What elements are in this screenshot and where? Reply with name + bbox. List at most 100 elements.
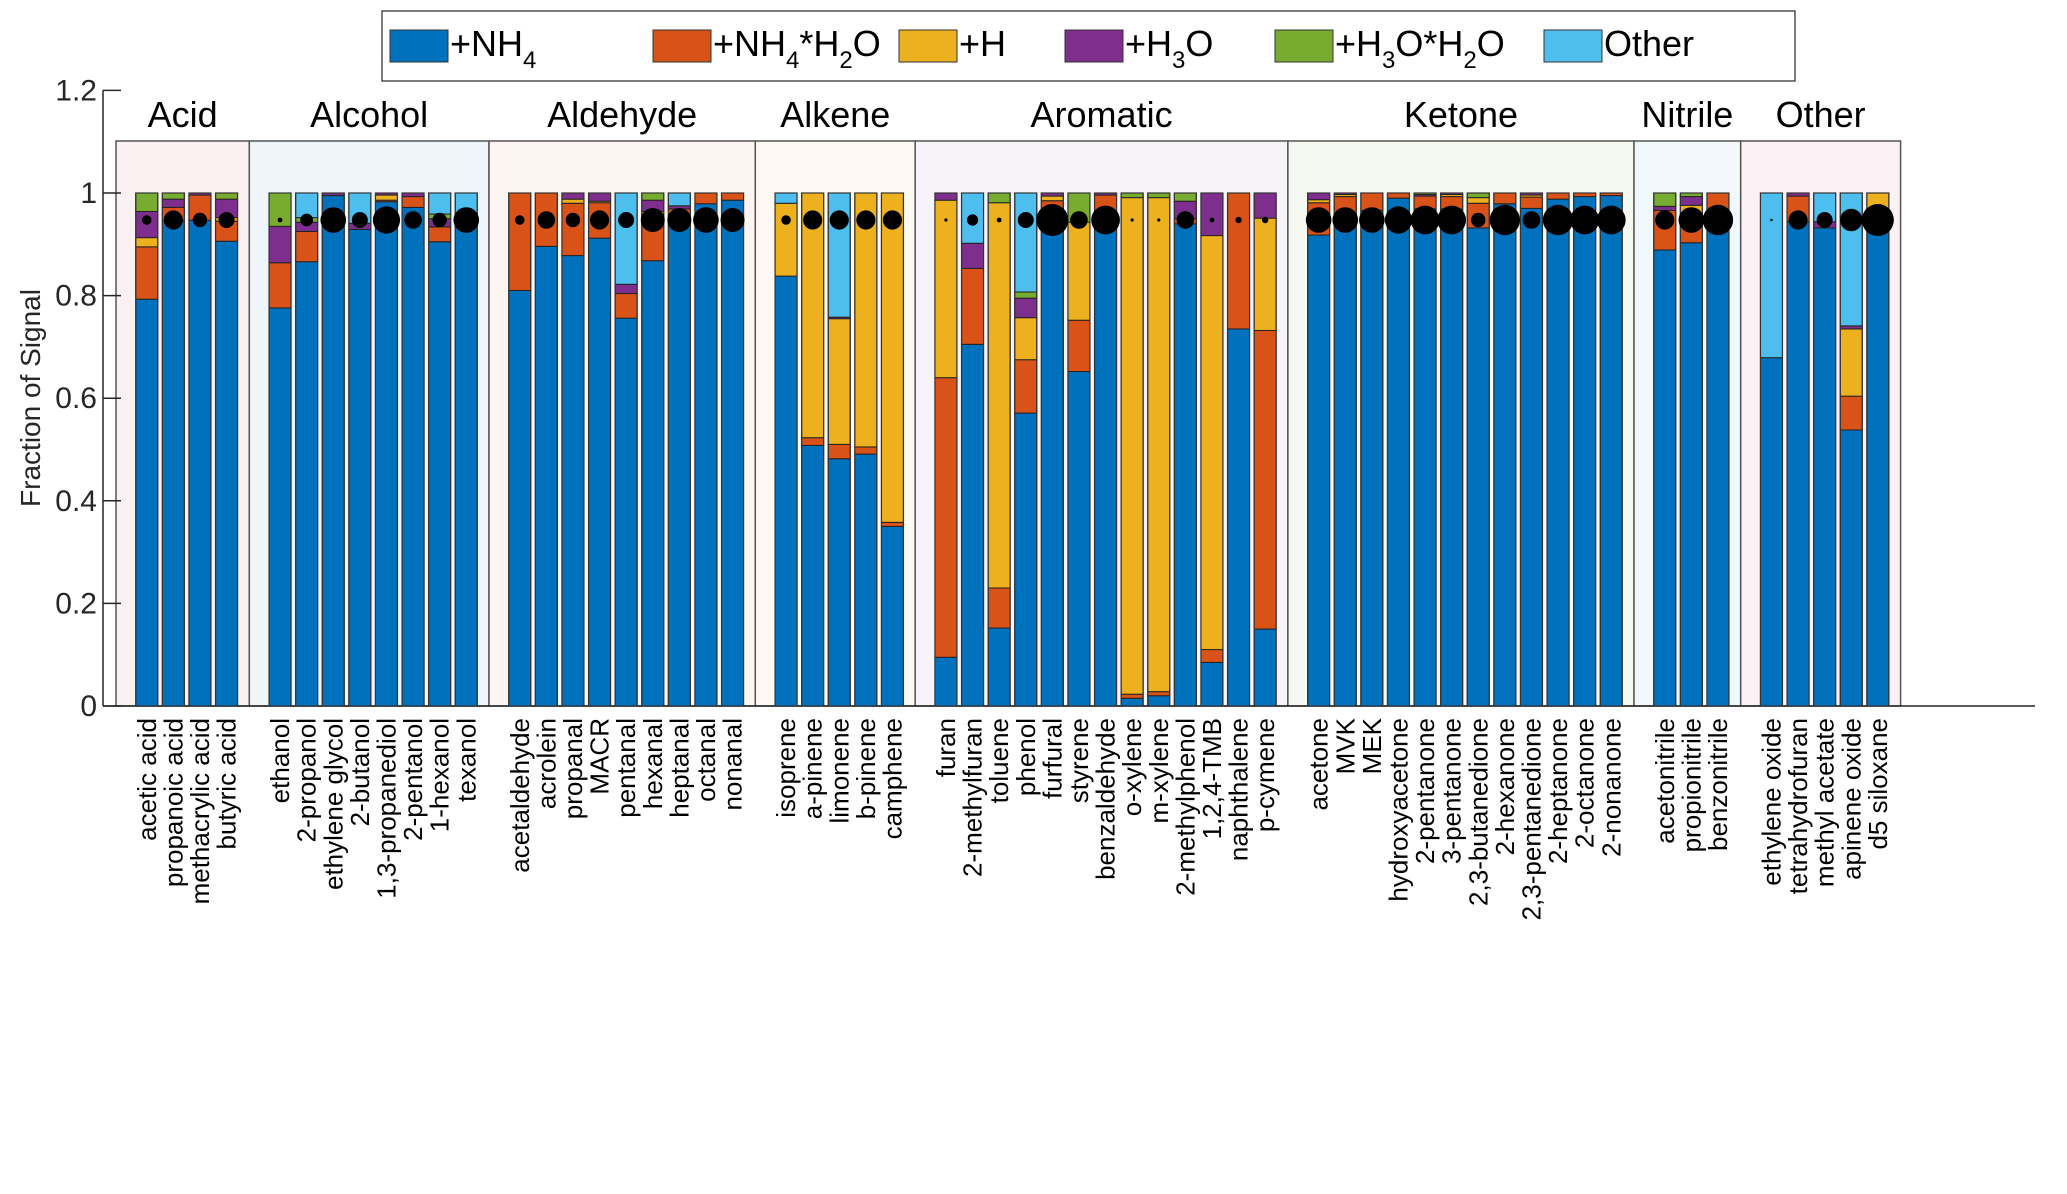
bar-outline [987,192,1011,707]
group-title: Acid [148,94,218,135]
x-tick-label: 1-hexanol [425,718,455,832]
signal-dot [565,212,581,228]
bar-outline [401,192,425,707]
signal-dot [1091,205,1120,235]
bar-segment-+NH4 [934,656,958,707]
bar-segment-+NH4*H2O [135,246,159,300]
legend-label: +H3O [1125,23,1213,74]
bar-segment-+NH4*H2O [1519,196,1543,209]
bar [321,192,345,707]
x-tick-label: furan [931,718,961,777]
bar-segment-+H3O [161,198,185,208]
bar-outline [1440,192,1464,707]
x-tick-label: hexanal [638,718,668,809]
bar [428,192,452,707]
signal-dot [1157,218,1161,222]
bar-outline [587,192,612,707]
bar-outline [1067,192,1091,707]
bar [934,192,958,707]
signal-dot [1176,211,1195,229]
x-tick-label: 2,3-pentanedione [1516,718,1546,920]
bar-outline [1573,192,1597,707]
bar-outline [214,192,239,707]
signal-dot [640,208,665,232]
bar-outline [1040,192,1064,707]
bar [401,192,425,707]
signal-dot [514,215,525,225]
bar-segment-+H3O [1653,205,1677,211]
bar-segment-+NH4*H2O [721,192,745,201]
bar-segment-+NH4*H2O [1200,649,1224,663]
bar-segment-+NH4 [721,199,745,707]
bar-segment-+NH4 [1493,203,1517,707]
bar-outline [1307,192,1331,707]
bar-outline [1519,192,1544,707]
bar-outline [1599,192,1623,707]
bar-segment-+NH4 [1227,328,1251,707]
group-title: Alcohol [310,94,428,135]
bar-segment-+NH4 [1440,208,1464,707]
bar-segment-+NH4 [1466,227,1490,707]
bar-segment-+H3O*H2O [161,192,185,200]
bar [1519,192,1544,707]
signal-dot [537,211,556,229]
bar-segment-+NH4 [1360,209,1384,707]
bar-segment-+H [1120,197,1144,695]
bar [1466,192,1490,707]
group-title: Other [1776,94,1866,135]
legend-label: Other [1604,23,1694,64]
bar [1413,192,1437,707]
bar [1307,192,1331,707]
bar [135,192,159,707]
bar-segment-+H3O [1253,192,1277,219]
bar-segment-+NH4 [827,458,851,707]
bar-outline [667,192,691,707]
x-tick-label: pentanal [611,718,641,818]
bar-outline [1866,192,1890,707]
bar [1147,192,1171,707]
bar-outline [1253,192,1277,707]
bar-segment-+H3O*H2O [641,192,665,201]
bar [694,192,718,707]
bar-outline [1653,192,1677,707]
bar [1573,192,1597,707]
bar [1546,192,1570,707]
bar-segment-+H3O [588,192,612,202]
bar-segment-+NH4*H2O [987,587,1011,629]
signal-dot [1437,205,1467,235]
signal-dot [192,212,208,228]
bar-segment-+H [880,192,904,523]
bar-segment-+NH4 [1839,429,1863,707]
bar-segment-+H [1466,197,1490,204]
bar-segment-+H [987,202,1011,589]
bar-segment-+NH4*H2O [801,437,825,446]
bar [1493,192,1517,707]
signal-dot [856,210,876,230]
bar-segment-+NH4*H2O [295,230,319,263]
signal-dot [1702,204,1734,236]
bar [295,192,319,707]
x-tick-label: MEK [1357,717,1387,774]
signal-dot [996,217,1002,223]
signal-dot [1489,204,1521,236]
signal-dot [1359,207,1385,233]
signal-dot [1017,212,1034,228]
bar-segment-+NH4 [268,307,292,707]
signal-dot [351,212,368,228]
y-tick-label: 0.8 [55,280,97,313]
x-tick-label: methacrylic acid [185,718,215,904]
bar-outline [561,192,585,707]
x-tick-label: benzaldehyde [1091,718,1121,880]
bar-outline [614,192,638,707]
bar-segment-+H [1200,235,1224,651]
x-tick-label: m-xylene [1144,718,1174,823]
bar [667,192,691,707]
legend-label: +H [959,23,1006,64]
bars [135,192,1890,707]
signal-dot [320,207,347,233]
bar [1360,192,1384,707]
bar-segment-Other [1759,192,1783,359]
bar-segment-+NH4 [295,261,319,707]
x-tick-label: toluene [984,718,1014,803]
x-tick-label: 2-propanol [292,718,322,842]
